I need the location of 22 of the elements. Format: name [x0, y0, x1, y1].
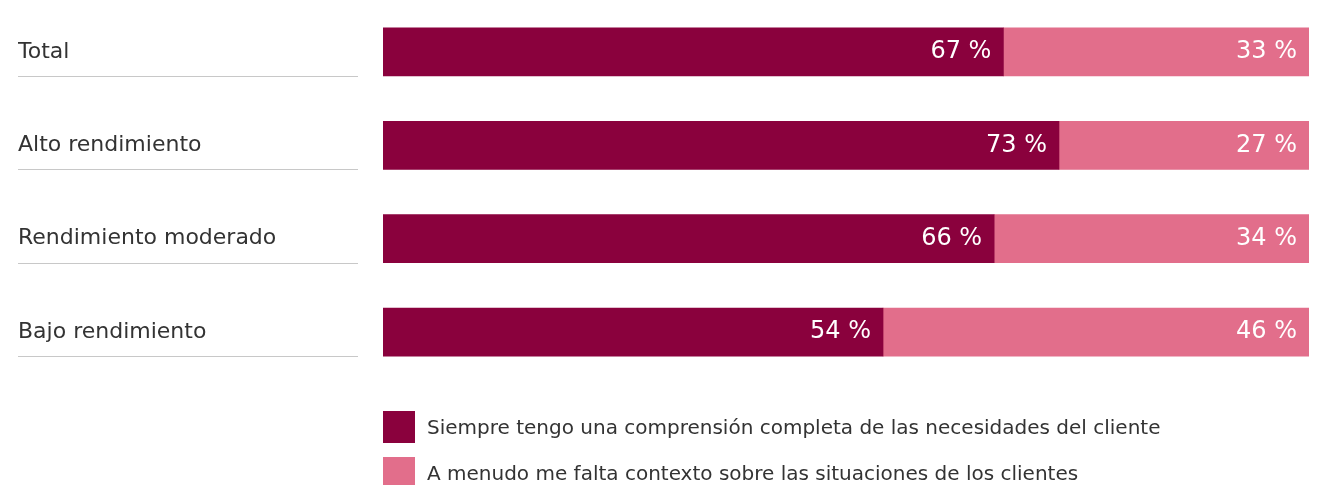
legend-label: Siempre tengo una comprensión completa de las necesidades del cliente — [427, 415, 1161, 439]
bar — [383, 27, 1004, 77]
data-label: 33 % — [1236, 36, 1297, 65]
bar — [383, 214, 995, 264]
y-tick-label: Alto rendimiento — [18, 131, 202, 157]
data-label: 46 % — [1236, 316, 1297, 345]
data-label: 27 % — [1236, 129, 1297, 158]
y-tick-label: Rendimiento moderado — [18, 224, 277, 250]
data-label: 73 % — [986, 129, 1047, 158]
bar — [882, 307, 1309, 357]
y-tick-label: Bajo rendimiento — [18, 317, 207, 343]
data-label: 67 % — [930, 36, 992, 65]
bar — [1003, 27, 1309, 77]
y-tick-label: Total — [17, 37, 70, 63]
bar — [1058, 120, 1309, 170]
data-label: 54 % — [810, 316, 872, 345]
data-label: 34 % — [1236, 222, 1297, 251]
bar — [383, 307, 884, 357]
bar — [383, 120, 1060, 170]
bar — [993, 214, 1309, 264]
legend-label: A menudo me falta contexto sobre las situaciones de los clientes — [427, 461, 1079, 485]
data-label: 66 % — [921, 222, 983, 251]
